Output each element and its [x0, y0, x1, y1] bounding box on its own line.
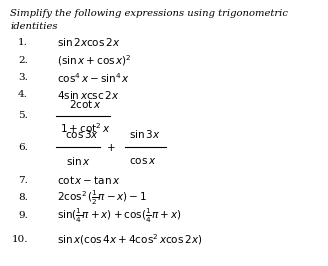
Text: $\sin x$: $\sin x$	[66, 155, 91, 167]
Text: 9.: 9.	[18, 211, 28, 221]
Text: $2\cos^2(\frac{1}{2}\pi - x) - 1$: $2\cos^2(\frac{1}{2}\pi - x) - 1$	[57, 188, 148, 207]
Text: $\cot x - \tan x$: $\cot x - \tan x$	[57, 174, 121, 186]
Text: $\sin(\frac{1}{4}\pi + x) + \cos(\frac{1}{4}\pi + x)$: $\sin(\frac{1}{4}\pi + x) + \cos(\frac{1…	[57, 207, 182, 225]
Text: identities: identities	[10, 22, 58, 31]
Text: $\sin 3x$: $\sin 3x$	[129, 128, 161, 140]
Text: $1 + \cot^2 x$: $1 + \cot^2 x$	[60, 121, 111, 135]
Text: $4\sin x\csc 2x$: $4\sin x\csc 2x$	[57, 89, 120, 101]
Text: $\cos^4 x - \sin^4 x$: $\cos^4 x - \sin^4 x$	[57, 71, 130, 85]
Text: 4.: 4.	[18, 90, 28, 99]
Text: 6.: 6.	[18, 143, 28, 152]
Text: $\cos 3x$: $\cos 3x$	[65, 128, 98, 140]
Text: $\cos x$: $\cos x$	[129, 156, 156, 166]
Text: 8.: 8.	[18, 193, 28, 202]
Text: Simplify the following expressions using trigonometric: Simplify the following expressions using…	[10, 9, 288, 18]
Text: 2.: 2.	[18, 56, 28, 65]
Text: 10.: 10.	[11, 235, 28, 244]
Text: $\sin 2x\cos 2x$: $\sin 2x\cos 2x$	[57, 36, 120, 48]
Text: 3.: 3.	[18, 73, 28, 82]
Text: 5.: 5.	[18, 111, 28, 120]
Text: 7.: 7.	[18, 176, 28, 185]
Text: 1.: 1.	[18, 38, 28, 47]
Text: $(\sin x + \cos x)^2$: $(\sin x + \cos x)^2$	[57, 53, 132, 68]
Text: $2\cot x$: $2\cot x$	[69, 98, 102, 110]
Text: $+$: $+$	[106, 142, 115, 153]
Text: $\sin x(\cos 4x + 4\cos^2 x\cos 2x)$: $\sin x(\cos 4x + 4\cos^2 x\cos 2x)$	[57, 232, 202, 247]
